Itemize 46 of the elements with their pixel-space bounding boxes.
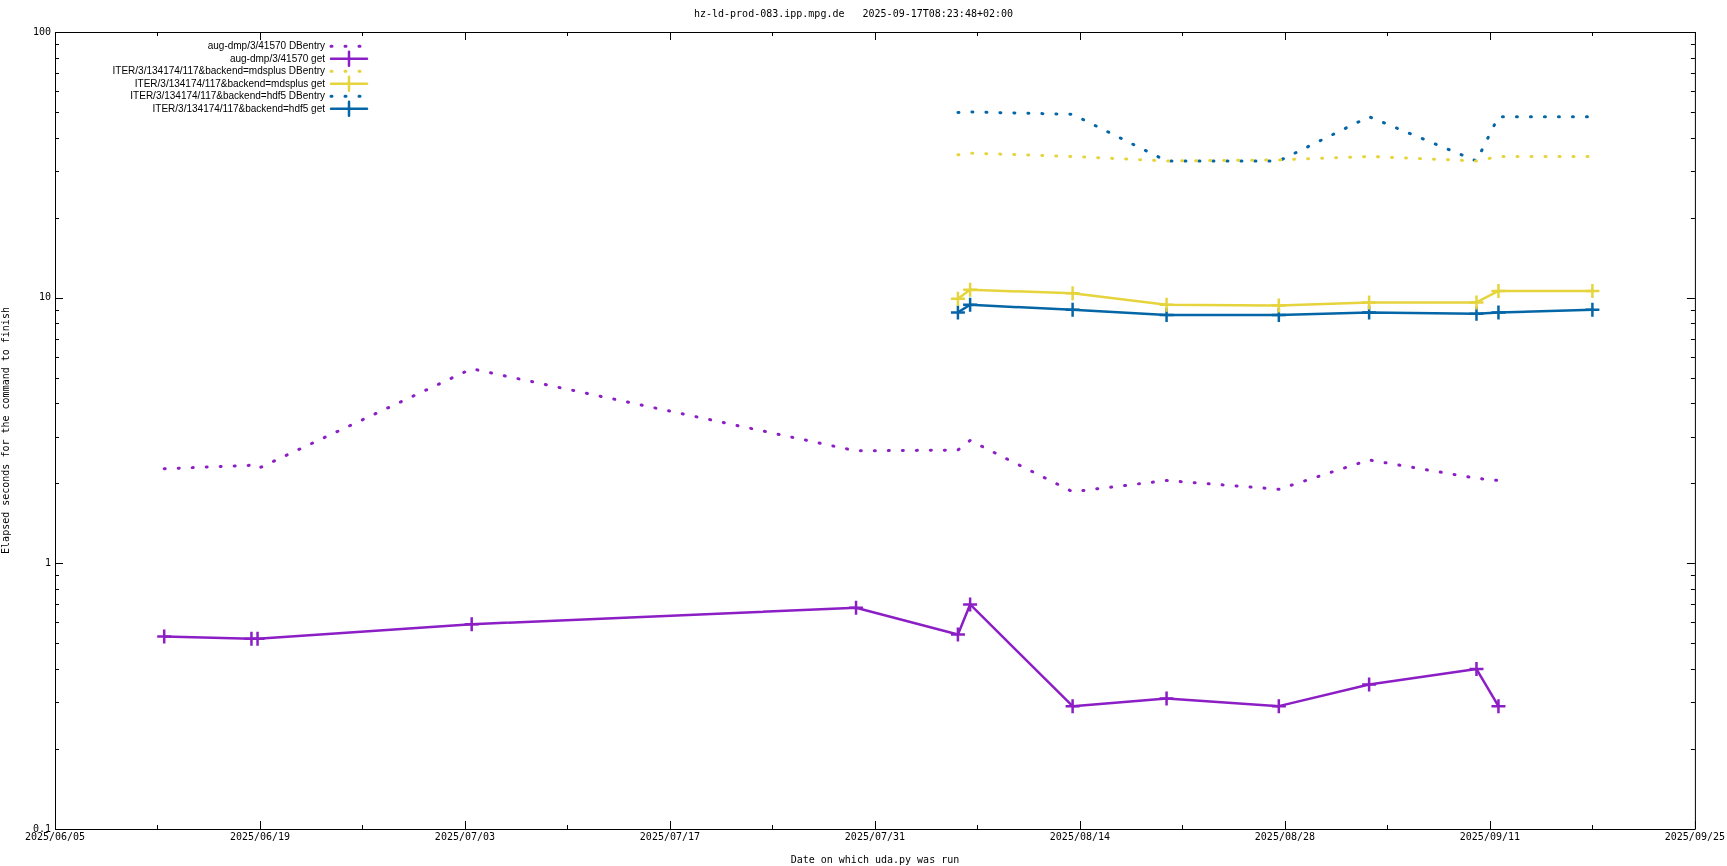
x-tick-label: 2025/09/11: [1459, 830, 1521, 842]
legend-label: ITER/3/134174/117&backend=mdsplus get: [134, 77, 326, 89]
legend-label: ITER/3/134174/117&backend=hdf5 DBentry: [130, 90, 325, 101]
legend-label: ITER/3/134174/117&backend=hdf5 get: [152, 102, 326, 114]
x-tick-label: 2025/06/19: [229, 830, 291, 842]
y-tick-label: 10: [38, 291, 51, 303]
x-tick-label: 2025/09/25: [1664, 830, 1726, 842]
legend-label: aug-dmp/3/41570 DBentry: [207, 40, 325, 51]
x-tick-label: 2025/07/31: [844, 830, 906, 842]
point: [1468, 294, 1485, 311]
point: [1584, 301, 1601, 319]
point: [1158, 690, 1175, 707]
point: [961, 596, 979, 613]
x-tick-label: 2025/07/03: [434, 830, 496, 842]
line-series: [162, 367, 1500, 494]
point: [1158, 296, 1175, 314]
legend-label: ITER/3/134174/117&backend=mdsplus DBentry: [112, 65, 325, 76]
point: [1064, 284, 1081, 302]
y-tick-label: 1: [44, 556, 51, 568]
y-tick-label: 100: [32, 25, 51, 37]
x-axis-title: Date on which uda.py was run: [790, 853, 960, 865]
point: [1490, 282, 1507, 300]
legend-label: aug-dmp/3/41570 get: [229, 52, 326, 64]
point: [949, 626, 967, 643]
point: [1490, 304, 1507, 321]
chart-title: hz-ld-prod-083.ipp.mpg.de 2025-09-17T08:23:48+02:00: [693, 7, 1014, 19]
point: [847, 599, 865, 617]
point: [961, 281, 979, 299]
point: [1468, 660, 1485, 678]
point: [463, 615, 480, 633]
x-tick-label: 2025/07/17: [639, 830, 701, 842]
point: [1270, 697, 1288, 715]
point: [1360, 294, 1378, 311]
point: [949, 304, 967, 321]
point: [1270, 297, 1288, 314]
point: [1490, 697, 1507, 715]
point: [1064, 301, 1081, 319]
point: [1584, 282, 1601, 300]
point: [1064, 697, 1081, 715]
x-tick-label: 2025/08/14: [1049, 830, 1111, 842]
point: [155, 628, 173, 645]
point: [961, 296, 979, 314]
x-tick-label: 2025/08/28: [1254, 830, 1316, 842]
y-axis-title: Elapsed seconds for the command to finish: [0, 307, 11, 554]
point: [949, 290, 967, 308]
point: [1360, 676, 1378, 693]
